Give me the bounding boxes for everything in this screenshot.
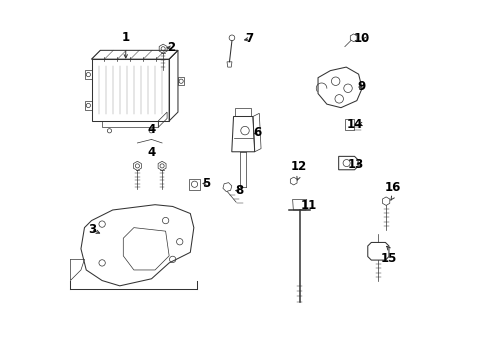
Text: 10: 10 <box>353 32 369 45</box>
Text: 14: 14 <box>347 118 364 131</box>
Text: 3: 3 <box>88 223 96 236</box>
Text: 7: 7 <box>245 32 253 45</box>
Text: 6: 6 <box>253 126 261 139</box>
Text: 11: 11 <box>301 199 318 212</box>
Text: 5: 5 <box>202 177 211 190</box>
Text: 8: 8 <box>235 184 244 197</box>
Text: 12: 12 <box>291 160 307 173</box>
Text: 15: 15 <box>381 252 397 265</box>
Text: 4: 4 <box>147 147 156 159</box>
Text: 16: 16 <box>384 181 401 194</box>
Text: 13: 13 <box>347 158 364 171</box>
Text: 1: 1 <box>122 31 130 44</box>
Text: 9: 9 <box>358 80 366 93</box>
Text: 2: 2 <box>168 41 175 54</box>
Text: 4: 4 <box>147 123 156 136</box>
